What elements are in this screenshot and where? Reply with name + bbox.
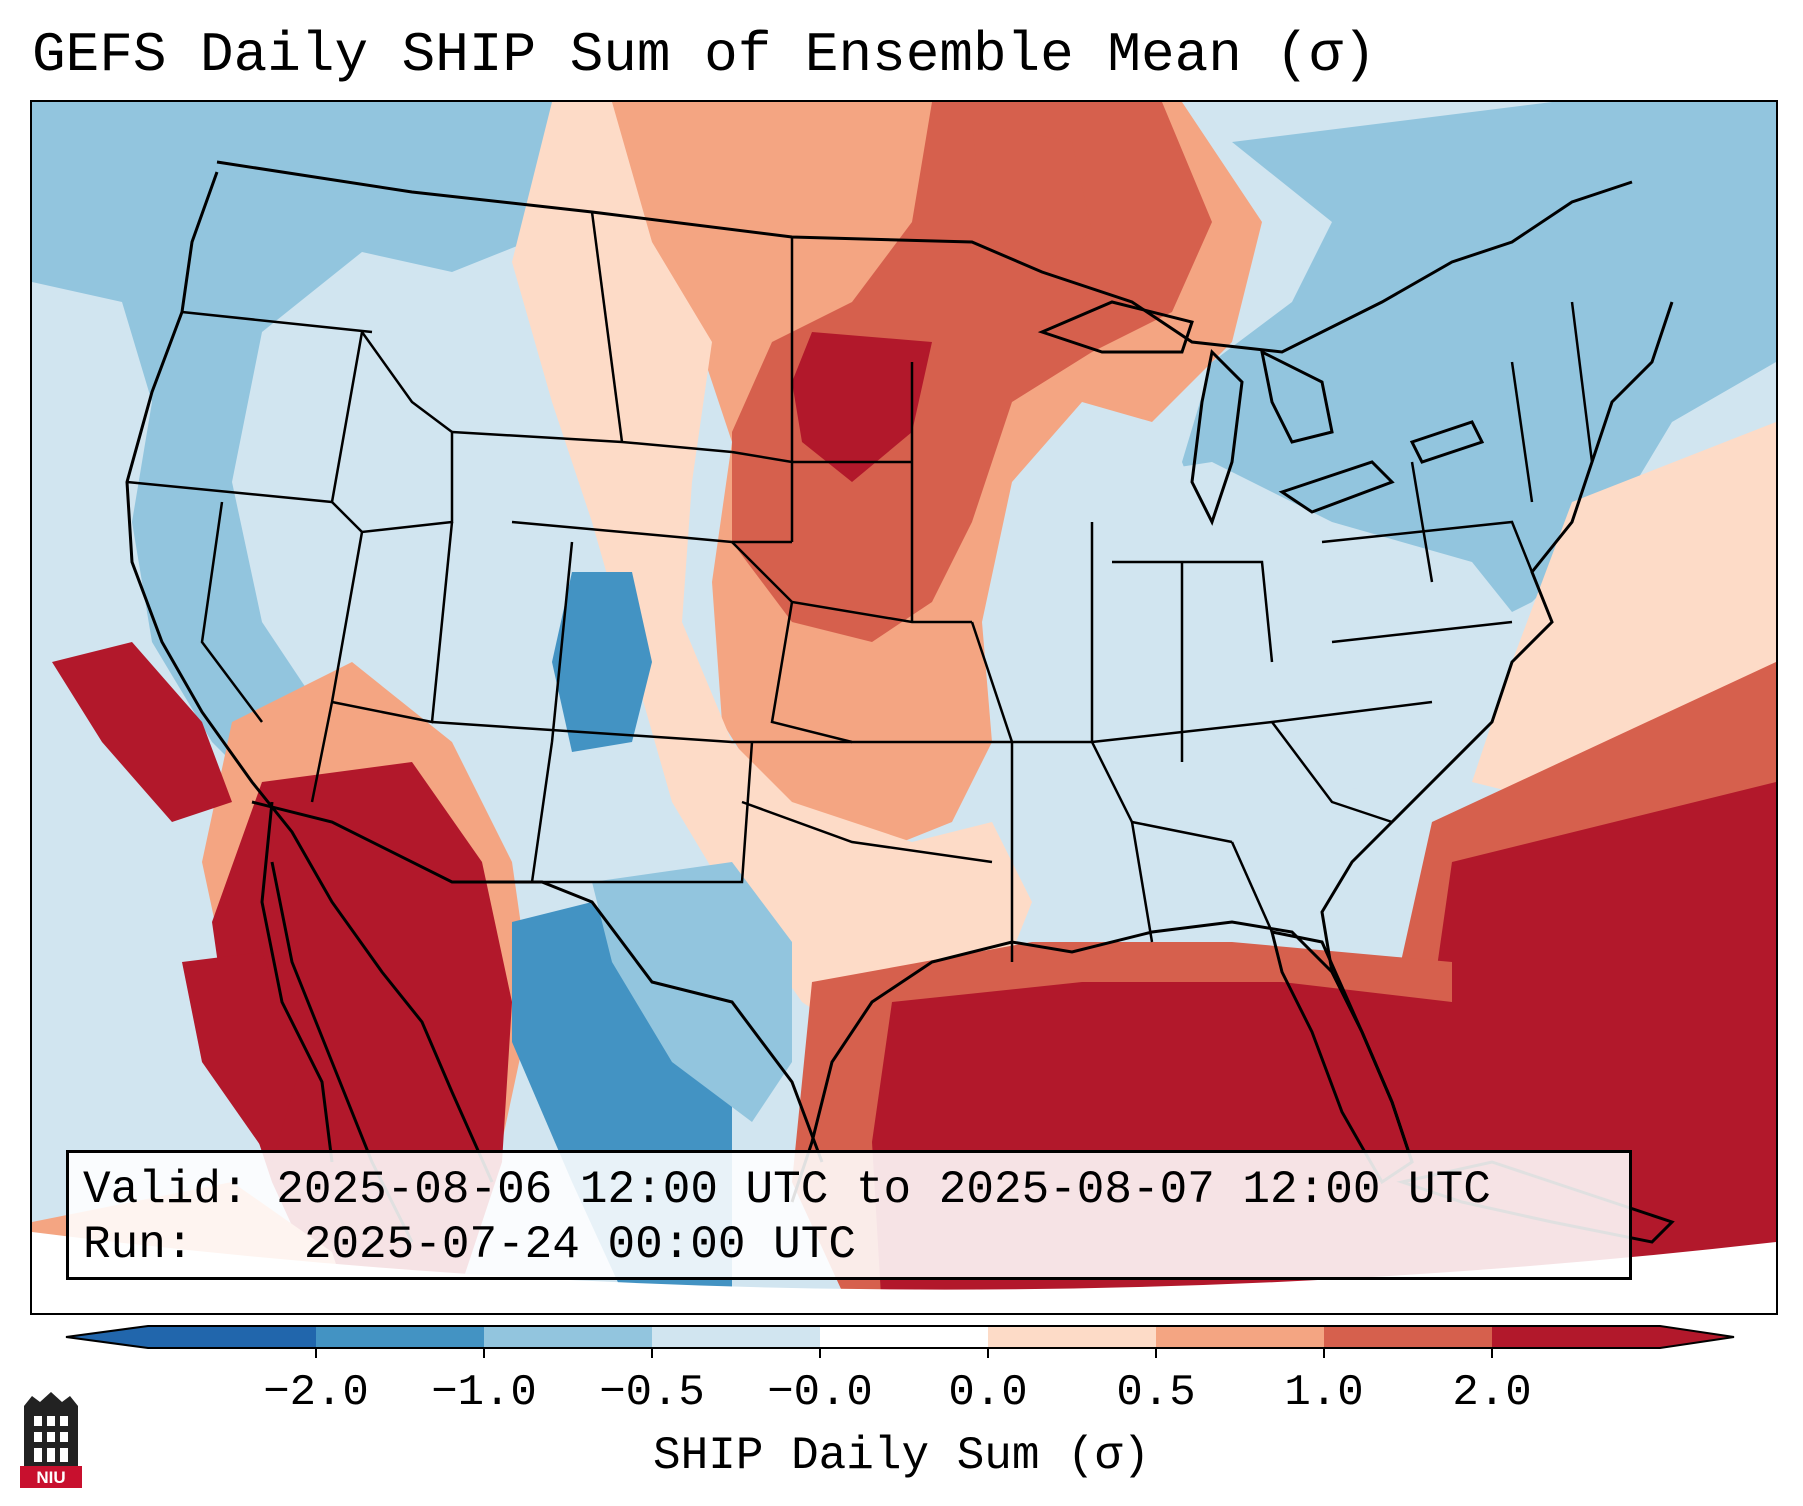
colorbar-tick-label: −1.0 — [431, 1368, 537, 1418]
colorbar-label: SHIP Daily Sum (σ) — [653, 1430, 1150, 1482]
anomaly-east-cool — [1182, 102, 1776, 642]
lake-michigan — [1190, 348, 1244, 526]
state-line — [530, 741, 554, 883]
lake-ontario — [1409, 420, 1485, 464]
colorbar-segment — [820, 1326, 989, 1348]
west-coastline — [125, 171, 494, 1183]
state-line — [1321, 520, 1534, 573]
lake-erie — [1278, 460, 1395, 514]
valid-run-info-box: Valid: 2025-08-06 12:00 UTC to 2025-08-0… — [66, 1150, 1632, 1280]
colorbar-segment — [1156, 1326, 1325, 1348]
colorbar-tick-label: 0.0 — [948, 1368, 1028, 1418]
state-line — [1230, 841, 1274, 933]
colorbar-tick-label: −0.0 — [767, 1368, 873, 1418]
state-line — [1510, 361, 1534, 503]
niu-logo: NIU — [20, 1392, 82, 1488]
state-line — [532, 741, 754, 884]
anomaly-pacific-blue — [32, 102, 592, 802]
state-line — [331, 331, 454, 534]
anomaly-canada-core — [972, 122, 1092, 272]
baja-peninsula — [260, 801, 334, 1163]
projection-edge — [32, 1232, 1776, 1313]
run-label: Run: — [83, 1219, 194, 1271]
map-title: GEFS Daily SHIP Sum of Ensemble Mean (σ) — [32, 23, 1377, 87]
state-line — [1331, 620, 1513, 644]
colorbar-tick-label: 0.5 — [1116, 1368, 1196, 1418]
lake-superior — [1037, 300, 1194, 354]
state-line — [181, 310, 373, 334]
us-mexico-border — [251, 800, 824, 1163]
colorbar-segments — [65, 1325, 1735, 1358]
state-line — [1130, 821, 1154, 943]
colorbar-segment — [148, 1326, 317, 1348]
state-line — [731, 450, 912, 464]
anomaly-fill-regions — [32, 102, 1776, 1313]
state-lines — [126, 211, 1594, 962]
colorbar-segment — [1492, 1326, 1661, 1348]
lake-huron — [1259, 349, 1334, 444]
valid-time-range: 2025-08-06 12:00 UTC to 2025-08-07 12:00… — [276, 1164, 1491, 1216]
logo-banner — [20, 1466, 82, 1488]
state-line — [770, 601, 992, 744]
state-line — [1112, 560, 1274, 663]
anomaly-ohio-light — [1032, 462, 1552, 802]
state-line — [550, 541, 574, 743]
colorbar-segment — [316, 1326, 485, 1348]
colorbar-tick-label: −2.0 — [263, 1368, 369, 1418]
anomaly-baja-offshore — [182, 952, 302, 1162]
state-line — [590, 211, 624, 443]
state-line — [200, 501, 263, 723]
state-line — [741, 800, 993, 864]
colorbar-segment — [652, 1326, 821, 1348]
map-panel[interactable] — [30, 100, 1778, 1315]
colorbar-underflow-arrow — [66, 1326, 148, 1348]
state-line — [731, 541, 972, 624]
colorbar-outline — [65, 1325, 1735, 1349]
state-line — [1271, 721, 1393, 824]
colorbar — [65, 1325, 1735, 1358]
anomaly-pacific-offshore-core — [52, 642, 232, 822]
anomaly-colorado-blue — [552, 572, 652, 752]
us-canada-border — [216, 160, 1633, 354]
state-line — [1410, 461, 1434, 583]
colorbar-segment — [1324, 1326, 1493, 1348]
anomaly-north-plains-light — [512, 102, 1032, 1062]
colorbar-segment — [484, 1326, 653, 1348]
colorbar-tick-label: −0.5 — [599, 1368, 705, 1418]
ship-anomaly-map — [32, 102, 1776, 1313]
colorbar-tick-label: 1.0 — [1284, 1368, 1364, 1418]
state-line — [1570, 301, 1594, 463]
run-time: 2025-07-24 00:00 UTC — [303, 1219, 856, 1271]
colorbar-segment — [988, 1326, 1157, 1348]
colorbar-overflow-arrow — [1660, 1326, 1734, 1348]
state-line — [431, 720, 852, 744]
valid-label: Valid: — [83, 1164, 249, 1216]
colorbar-tick-label: 2.0 — [1452, 1368, 1532, 1418]
logo-text: NIU — [36, 1468, 65, 1487]
anomaly-north-plains-strong — [732, 102, 1212, 642]
anomaly-dakota-core — [792, 332, 932, 482]
state-line — [992, 740, 1233, 844]
